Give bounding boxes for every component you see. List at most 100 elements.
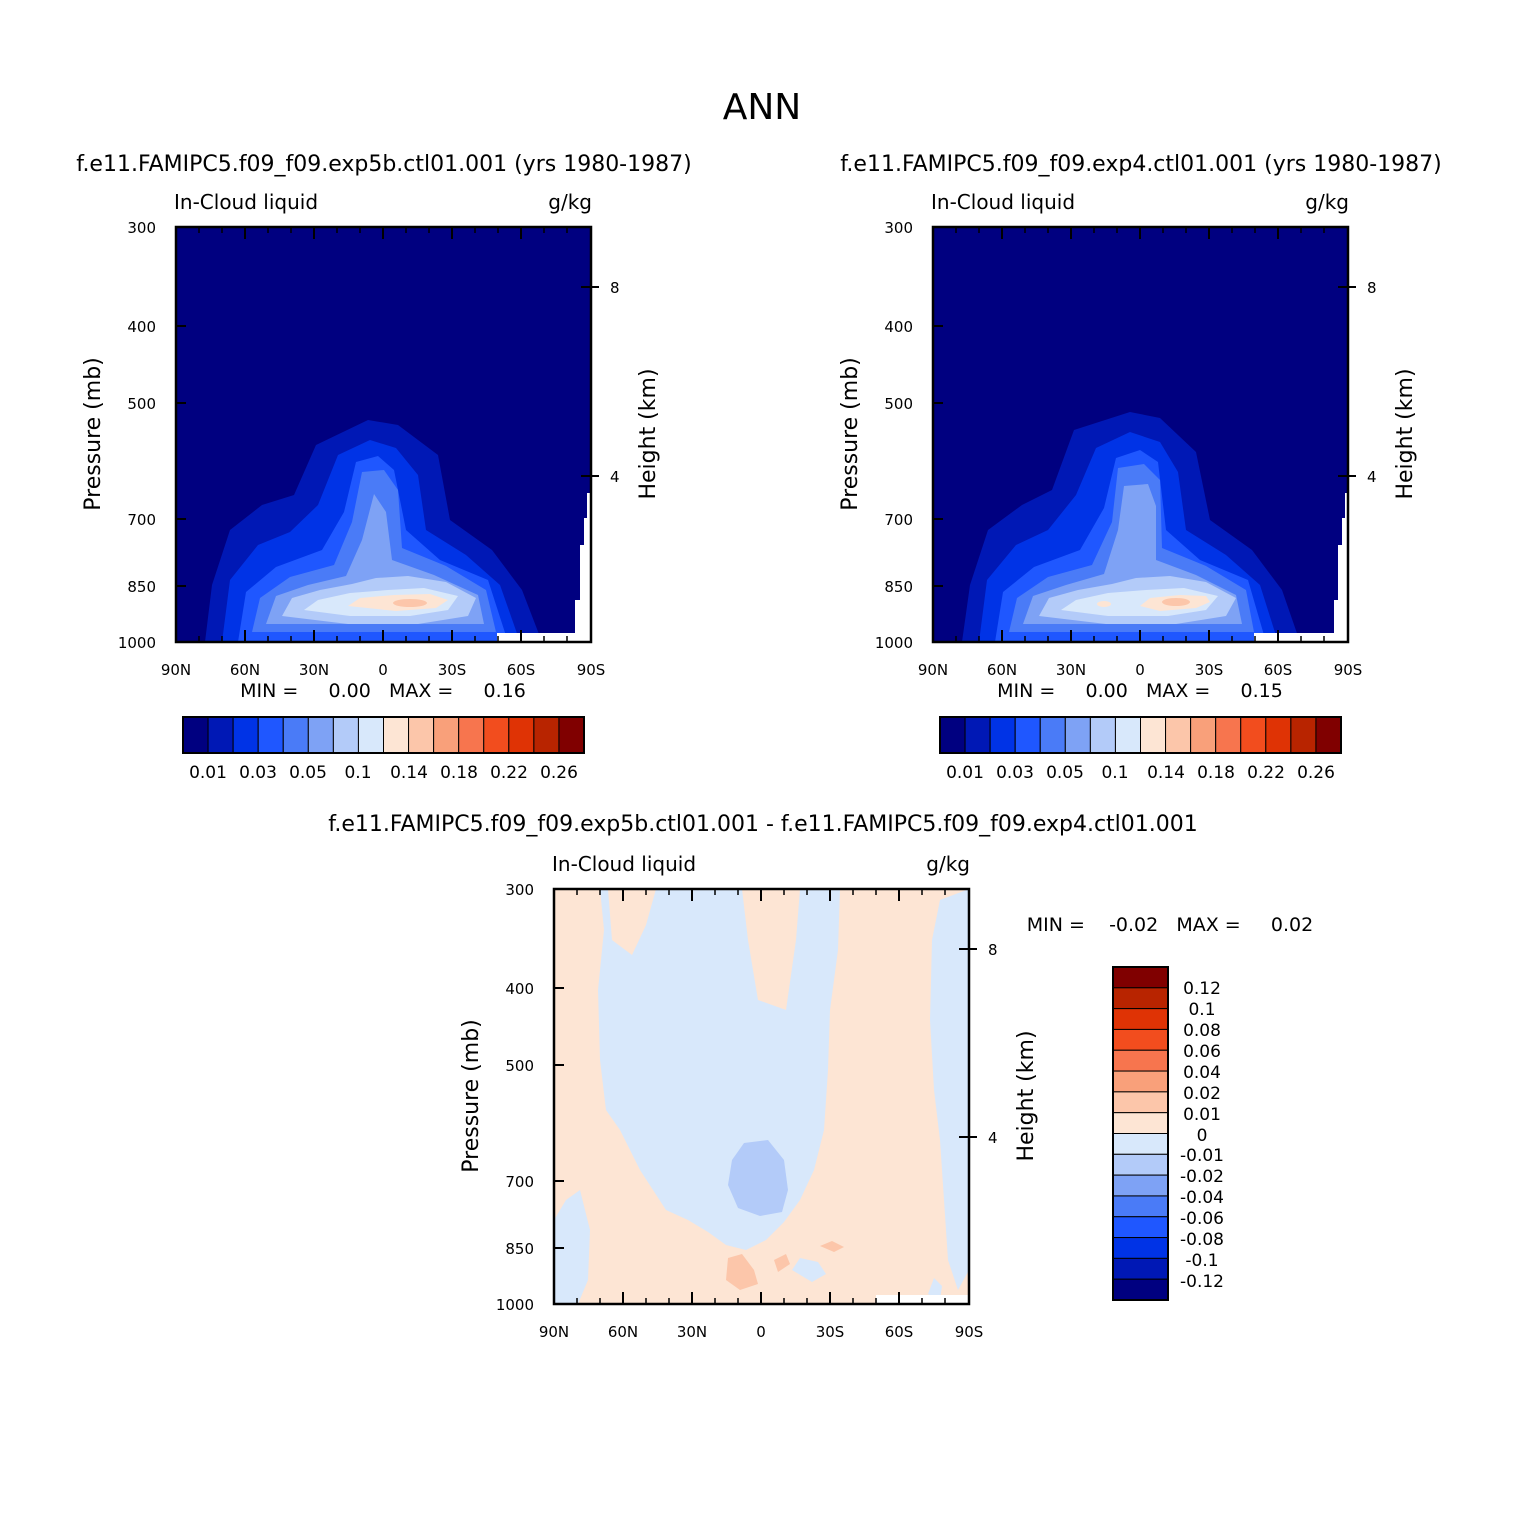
y-tick-label: 700 [884,511,913,529]
colorbar-swatch [1215,716,1242,754]
colorbar-label: 0.14 [1147,763,1185,783]
colorbar-label: 0.08 [1183,1021,1221,1041]
x-tick-label: 90S [577,661,606,679]
x-tick-label: 30N [1056,661,1086,679]
units-label: g/kg [926,852,970,876]
colorbar-swatch [232,716,259,754]
variable-label: In-Cloud liquid [174,190,318,214]
colorbar-swatch [433,716,460,754]
colorbar-swatch [1112,1091,1169,1114]
y-tick-label: 850 [884,578,913,596]
y-tick-label: 700 [127,511,156,529]
colorbar-label: -0.06 [1180,1209,1224,1229]
level-plus-0.01-b [774,1254,790,1272]
negative-region-small [792,1258,826,1282]
colorbar-swatch [1112,1278,1169,1301]
units-label: g/kg [1305,190,1349,214]
y-axis-label: Pressure (mb) [838,357,863,511]
colorbar-swatch [383,716,410,754]
missing-data-region [497,493,591,642]
y-tick-label: 300 [884,219,913,237]
x-tick-label: 90N [918,661,948,679]
contour-level-8b [1097,601,1111,607]
colorbar-label: -0.12 [1180,1272,1224,1292]
x-tick-label: 90S [1334,661,1363,679]
contour-level-9 [1162,598,1190,606]
x-tick-label: 0 [1135,661,1145,679]
negative-region-left [554,1190,590,1304]
min-max-readout: MIN = -0.02 MAX = 0.02 [1027,914,1313,936]
y-tick-label: 850 [505,1240,534,1258]
y-tick-labels: 300 400 500 700 850 1000 8 4 [496,881,998,1314]
colorbar-label: 0.12 [1183,979,1221,999]
colorbar-swatch [182,716,209,754]
colorbar-label: 0.26 [540,763,578,783]
colorbar-swatch [1112,1049,1169,1072]
x-tick-label: 30S [1195,661,1224,679]
colorbar-swatch [1112,1174,1169,1197]
variable-label: In-Cloud liquid [931,190,1075,214]
panel-difference: f.e11.FAMIPC5.f09_f09.exp5b.ctl01.001 - … [328,812,1313,1341]
level-minus-0.02 [728,1140,788,1216]
x-tick-label: 60S [507,661,536,679]
x-tick-label: 90N [161,661,191,679]
x-tick-labels: 90N 60N 30N 0 30S 60S 90S [918,661,1362,679]
colorbar-swatch [1265,716,1292,754]
colorbar-swatch [1112,1070,1169,1093]
colorbar-label: -0.08 [1180,1230,1224,1250]
colorbar-labels: 0.01 0.03 0.05 0.1 0.14 0.18 0.22 0.26 [189,763,578,783]
min-max-readout: MIN = 0.00 MAX = 0.16 [240,680,526,702]
colorbar-swatch [1140,716,1167,754]
level-plus-0.01-c [820,1241,844,1252]
minor-ticks [175,227,599,642]
contour-level-9 [393,599,427,607]
y2-tick-label: 8 [1367,279,1377,297]
colorbar-label: 0.1 [1188,1000,1215,1020]
x-tick-label: 60N [987,661,1017,679]
y2-axis-label: Height (km) [1014,1030,1039,1161]
y-axis-label: Pressure (mb) [459,1019,484,1173]
figure-title: ANN [723,87,802,128]
colorbar-swatch [1039,716,1066,754]
colorbar-swatch [1190,716,1217,754]
y2-tick-label: 4 [610,468,620,486]
y-axis-label: Pressure (mb) [81,357,106,511]
x-tick-label: 60N [230,661,260,679]
colorbar-swatch [1290,716,1317,754]
units-label: g/kg [548,190,592,214]
colorbar-frame [182,716,585,754]
colorbar-swatch [1112,987,1169,1010]
colorbar-swatch [1315,716,1342,754]
panel-title: f.e11.FAMIPC5.f09_f09.exp5b.ctl01.001 (y… [76,152,691,177]
variable-label: In-Cloud liquid [552,852,696,876]
y-tick-label: 700 [505,1173,534,1191]
colorbar-label: 0.1 [344,763,371,783]
y-tick-label: 300 [505,881,534,899]
colorbar-label: 0.02 [1183,1084,1221,1104]
colorbar-swatch [558,716,585,754]
colorbar-label: 0.01 [189,763,227,783]
colorbar-label: -0.02 [1180,1167,1224,1187]
colorbar-label: 0 [1197,1126,1208,1146]
colorbar-swatch [332,716,359,754]
y-tick-label: 500 [884,395,913,413]
colorbar-swatch [533,716,560,754]
y-tick-label: 1000 [118,634,156,652]
colorbar-swatch [207,716,234,754]
colorbar-swatch [964,716,991,754]
colorbar-swatch [1112,1153,1169,1176]
x-tick-label: 90S [955,1323,984,1341]
x-tick-labels: 90N 60N 30N 0 30S 60S 90S [161,661,605,679]
missing-data-region [1254,493,1348,642]
colorbar-swatch [1112,1216,1169,1239]
colorbar-labels: 0.12 0.1 0.08 0.06 0.04 0.02 0.01 0 -0.0… [1180,979,1224,1292]
y-tick-label: 500 [505,1057,534,1075]
colorbar-label: 0.01 [1183,1105,1221,1125]
colorbar-swatch [1112,1257,1169,1280]
colorbar [1112,966,1169,1301]
x-tick-label: 60S [885,1323,914,1341]
panel-control: f.e11.FAMIPC5.f09_f09.exp5b.ctl01.001 (y… [76,152,691,783]
y-tick-label: 400 [505,980,534,998]
colorbar-swatch [1114,716,1141,754]
y-tick-labels: 300 400 500 700 850 1000 8 4 [118,219,620,652]
